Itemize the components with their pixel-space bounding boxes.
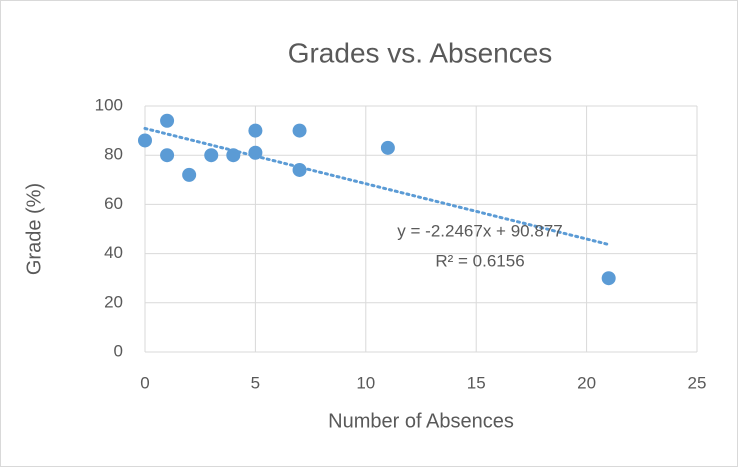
x-axis-label: Number of Absences bbox=[328, 410, 514, 432]
data-point bbox=[380, 140, 395, 155]
chart-title: Grades vs. Absences bbox=[288, 37, 553, 68]
y-tick-label: 80 bbox=[104, 145, 123, 164]
trendline bbox=[143, 126, 611, 247]
data-point bbox=[160, 148, 175, 163]
x-tick-label: 0 bbox=[140, 373, 149, 392]
y-axis-label: Grade (%) bbox=[23, 183, 45, 275]
data-point bbox=[138, 133, 152, 148]
y-tick-label: 0 bbox=[114, 341, 123, 360]
y-tick-label: 40 bbox=[104, 243, 123, 262]
data-point bbox=[292, 162, 307, 177]
data-point bbox=[601, 271, 616, 286]
x-tick-label: 10 bbox=[356, 373, 375, 392]
x-tick-label: 15 bbox=[467, 373, 486, 392]
trendline-r-squared: R² = 0.6156 bbox=[435, 251, 524, 270]
y-tick-label: 60 bbox=[104, 194, 123, 213]
data-point bbox=[292, 123, 307, 138]
data-point bbox=[248, 123, 263, 138]
y-tick-label: 100 bbox=[95, 95, 123, 114]
y-tick-label: 20 bbox=[104, 292, 123, 311]
trendline-equation: y = -2.2467x + 90.877 bbox=[397, 221, 562, 240]
x-tick-label: 25 bbox=[688, 373, 707, 392]
data-point bbox=[182, 167, 197, 182]
data-point bbox=[160, 113, 175, 128]
data-point bbox=[204, 148, 219, 163]
x-tick-label: 20 bbox=[577, 373, 596, 392]
x-tick-label: 5 bbox=[251, 373, 260, 392]
